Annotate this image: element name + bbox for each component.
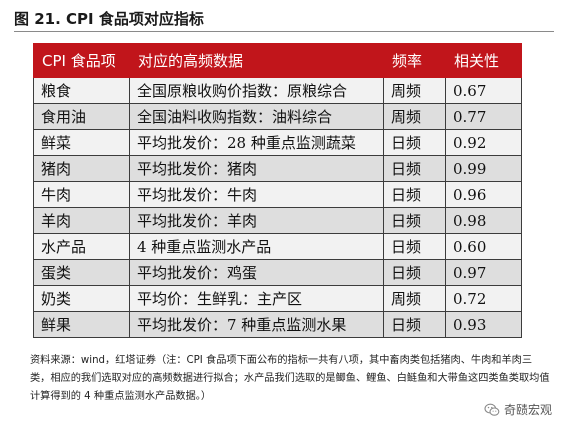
cell-food-item: 水产品	[33, 233, 130, 260]
watermark-label: 奇赜宏观	[503, 403, 552, 417]
cell-correlation: 0.97	[445, 259, 522, 286]
cell-correlation: 0.92	[445, 129, 522, 156]
cell-indicator: 平均批发价：羊肉	[129, 207, 384, 234]
cell-frequency: 日频	[383, 259, 446, 286]
header-indicator: 对应的高频数据	[129, 43, 384, 78]
table-row: 水产品 4 种重点监测水产品 日频 0.60	[33, 233, 522, 260]
table-header-row: CPI 食品项 对应的高频数据 频率 相关性	[33, 43, 522, 78]
cell-food-item: 奶类	[33, 285, 130, 312]
cell-frequency: 周频	[383, 285, 446, 312]
source-note: 资料来源：wind，红塔证券（注：CPI 食品项下面公布的指标一共有八项，其中畜…	[30, 355, 550, 402]
cell-food-item: 粮食	[33, 77, 130, 104]
cell-correlation: 0.77	[445, 103, 522, 130]
header-correlation: 相关性	[445, 43, 522, 78]
cell-food-item: 鲜菜	[33, 129, 130, 156]
cell-correlation: 0.98	[445, 207, 522, 234]
cell-indicator: 全国油料收购指数：油料综合	[129, 103, 384, 130]
cell-food-item: 鲜果	[33, 311, 130, 338]
header-frequency: 频率	[383, 43, 446, 78]
cell-correlation: 0.96	[445, 181, 522, 208]
cell-correlation: 0.60	[445, 233, 522, 260]
cell-correlation: 0.67	[445, 77, 522, 104]
cell-indicator: 4 种重点监测水产品	[129, 233, 384, 260]
header-food-item: CPI 食品项	[33, 43, 130, 78]
cell-food-item: 食用油	[33, 103, 130, 130]
table-row: 蛋类 平均批发价：鸡蛋 日频 0.97	[33, 259, 522, 286]
table-row: 羊肉 平均批发价：羊肉 日频 0.98	[33, 207, 522, 234]
cell-indicator: 全国原粮收购价指数：原粮综合	[129, 77, 384, 104]
cell-indicator: 平均批发价：7 种重点监测水果	[129, 311, 384, 338]
cell-food-item: 蛋类	[33, 259, 130, 286]
figure-title: 图 21. CPI 食品项对应指标	[14, 10, 204, 28]
cell-indicator: 平均批发价：鸡蛋	[129, 259, 384, 286]
title-divider	[14, 31, 554, 32]
cell-indicator: 平均批发价：28 种重点监测蔬菜	[129, 129, 384, 156]
cell-frequency: 周频	[383, 77, 446, 104]
table-row: 奶类 平均价：生鲜乳：主产区 周频 0.72	[33, 285, 522, 312]
cell-frequency: 日频	[383, 233, 446, 260]
watermark: 奇赜宏观	[484, 401, 552, 418]
cpi-food-table: CPI 食品项 对应的高频数据 频率 相关性 粮食 全国原粮收购价指数：原粮综合…	[33, 43, 522, 338]
cell-food-item: 猪肉	[33, 155, 130, 182]
cell-correlation: 0.99	[445, 155, 522, 182]
table-row: 牛肉 平均批发价：牛肉 日频 0.96	[33, 181, 522, 208]
cell-indicator: 平均批发价：猪肉	[129, 155, 384, 182]
wechat-icon	[484, 403, 500, 416]
cell-frequency: 日频	[383, 207, 446, 234]
table-row: 粮食 全国原粮收购价指数：原粮综合 周频 0.67	[33, 77, 522, 104]
cell-frequency: 日频	[383, 155, 446, 182]
cell-frequency: 日频	[383, 129, 446, 156]
cell-food-item: 牛肉	[33, 181, 130, 208]
cell-food-item: 羊肉	[33, 207, 130, 234]
cell-correlation: 0.72	[445, 285, 522, 312]
cell-frequency: 周频	[383, 103, 446, 130]
table-row: 鲜果 平均批发价：7 种重点监测水果 日频 0.93	[33, 311, 522, 338]
cell-indicator: 平均批发价：牛肉	[129, 181, 384, 208]
cell-correlation: 0.93	[445, 311, 522, 338]
cell-frequency: 日频	[383, 181, 446, 208]
table-row: 猪肉 平均批发价：猪肉 日频 0.99	[33, 155, 522, 182]
cell-frequency: 日频	[383, 311, 446, 338]
cell-indicator: 平均价：生鲜乳：主产区	[129, 285, 384, 312]
table-row: 食用油 全国油料收购指数：油料综合 周频 0.77	[33, 103, 522, 130]
table-row: 鲜菜 平均批发价：28 种重点监测蔬菜 日频 0.92	[33, 129, 522, 156]
